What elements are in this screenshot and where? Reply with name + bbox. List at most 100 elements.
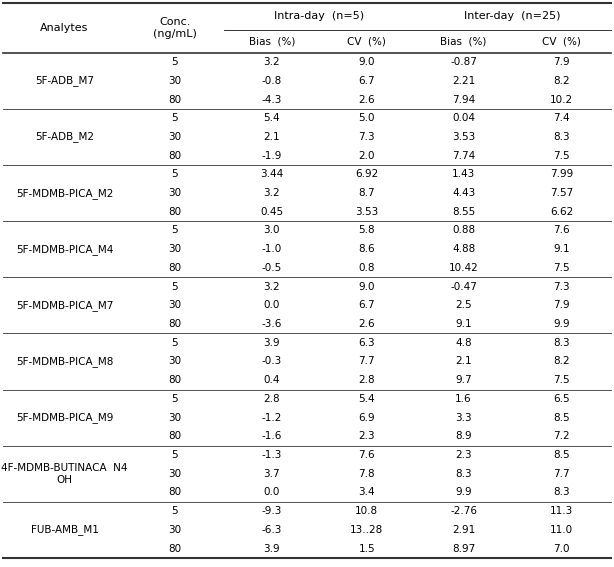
Text: 10.42: 10.42 <box>449 263 478 273</box>
Text: CV  (%): CV (%) <box>542 36 581 46</box>
Text: -0.3: -0.3 <box>262 357 282 366</box>
Text: 80: 80 <box>168 151 182 160</box>
Text: 1.6: 1.6 <box>455 394 472 404</box>
Text: -0.8: -0.8 <box>262 76 282 86</box>
Text: 11.3: 11.3 <box>550 506 573 516</box>
Text: 5: 5 <box>172 506 178 516</box>
Text: 5: 5 <box>172 226 178 235</box>
Text: 3.7: 3.7 <box>263 469 280 479</box>
Text: 30: 30 <box>168 188 182 198</box>
Text: 7.57: 7.57 <box>550 188 573 198</box>
Text: Bias  (%): Bias (%) <box>249 36 295 46</box>
Text: 2.91: 2.91 <box>452 525 475 535</box>
Text: 11.0: 11.0 <box>550 525 573 535</box>
Text: 8.2: 8.2 <box>553 76 570 86</box>
Text: 2.8: 2.8 <box>359 375 375 385</box>
Text: 7.7: 7.7 <box>359 357 375 366</box>
Text: -1.3: -1.3 <box>262 450 282 460</box>
Text: 2.3: 2.3 <box>359 431 375 441</box>
Text: 3.2: 3.2 <box>263 57 280 67</box>
Text: 30: 30 <box>168 357 182 366</box>
Text: 7.6: 7.6 <box>359 450 375 460</box>
Text: -3.6: -3.6 <box>262 319 282 329</box>
Text: 30: 30 <box>168 413 182 422</box>
Text: 0.45: 0.45 <box>260 207 283 217</box>
Text: 8.3: 8.3 <box>553 488 570 497</box>
Text: 7.9: 7.9 <box>553 57 570 67</box>
Text: 8.97: 8.97 <box>452 544 475 553</box>
Text: 9.1: 9.1 <box>455 319 472 329</box>
Text: 7.0: 7.0 <box>554 544 570 553</box>
Text: 8.5: 8.5 <box>553 413 570 422</box>
Text: 13..28: 13..28 <box>350 525 384 535</box>
Text: 8.9: 8.9 <box>455 431 472 441</box>
Text: 2.1: 2.1 <box>455 357 472 366</box>
Text: 0.88: 0.88 <box>452 226 475 235</box>
Text: 7.9: 7.9 <box>553 301 570 310</box>
Text: 3.53: 3.53 <box>452 132 475 142</box>
Text: 7.5: 7.5 <box>553 151 570 160</box>
Text: 5: 5 <box>172 170 178 179</box>
Text: 30: 30 <box>168 469 182 479</box>
Text: 2.1: 2.1 <box>263 132 280 142</box>
Text: -1.0: -1.0 <box>262 244 282 254</box>
Text: 5.0: 5.0 <box>359 113 375 123</box>
Text: 0.0: 0.0 <box>263 488 280 497</box>
Text: 3.9: 3.9 <box>263 544 280 553</box>
Text: 0.04: 0.04 <box>452 113 475 123</box>
Text: 80: 80 <box>168 375 182 385</box>
Text: 3.9: 3.9 <box>263 338 280 348</box>
Text: 3.0: 3.0 <box>263 226 280 235</box>
Text: 2.8: 2.8 <box>263 394 280 404</box>
Text: 8.55: 8.55 <box>452 207 475 217</box>
Text: 4.43: 4.43 <box>452 188 475 198</box>
Text: 7.3: 7.3 <box>553 282 570 291</box>
Text: 6.62: 6.62 <box>550 207 573 217</box>
Text: 2.3: 2.3 <box>455 450 472 460</box>
Text: 9.9: 9.9 <box>455 488 472 497</box>
Text: 4.8: 4.8 <box>455 338 472 348</box>
Text: 5.4: 5.4 <box>263 113 280 123</box>
Text: 7.8: 7.8 <box>359 469 375 479</box>
Text: FUB-AMB_M1: FUB-AMB_M1 <box>31 524 98 535</box>
Text: 5: 5 <box>172 113 178 123</box>
Text: 2.6: 2.6 <box>359 319 375 329</box>
Text: 7.94: 7.94 <box>452 95 475 104</box>
Text: 1.43: 1.43 <box>452 170 475 179</box>
Text: 30: 30 <box>168 76 182 86</box>
Text: 5: 5 <box>172 450 178 460</box>
Text: 80: 80 <box>168 488 182 497</box>
Text: -1.6: -1.6 <box>262 431 282 441</box>
Text: 30: 30 <box>168 132 182 142</box>
Text: 3.2: 3.2 <box>263 282 280 291</box>
Text: 30: 30 <box>168 525 182 535</box>
Text: 5F-ADB_M7: 5F-ADB_M7 <box>35 75 94 86</box>
Text: 9.7: 9.7 <box>455 375 472 385</box>
Text: 9.0: 9.0 <box>359 57 375 67</box>
Text: 30: 30 <box>168 301 182 310</box>
Text: 10.2: 10.2 <box>550 95 573 104</box>
Text: 4F-MDMB-BUTINACA  N4
OH: 4F-MDMB-BUTINACA N4 OH <box>1 463 128 485</box>
Text: 5F-MDMB-PICA_M2: 5F-MDMB-PICA_M2 <box>16 188 113 198</box>
Text: 3.53: 3.53 <box>356 207 378 217</box>
Text: 8.5: 8.5 <box>553 450 570 460</box>
Text: 5F-MDMB-PICA_M9: 5F-MDMB-PICA_M9 <box>16 412 113 423</box>
Text: 7.99: 7.99 <box>550 170 573 179</box>
Text: 3.4: 3.4 <box>359 488 375 497</box>
Text: 80: 80 <box>168 263 182 273</box>
Text: -1.9: -1.9 <box>262 151 282 160</box>
Text: 5F-ADB_M2: 5F-ADB_M2 <box>35 132 94 142</box>
Text: 5: 5 <box>172 338 178 348</box>
Text: Bias  (%): Bias (%) <box>440 36 487 46</box>
Text: 7.5: 7.5 <box>553 263 570 273</box>
Text: -0.47: -0.47 <box>450 282 477 291</box>
Text: 5F-MDMB-PICA_M7: 5F-MDMB-PICA_M7 <box>16 300 113 311</box>
Text: 5: 5 <box>172 394 178 404</box>
Text: 7.7: 7.7 <box>553 469 570 479</box>
Text: -0.5: -0.5 <box>262 263 282 273</box>
Text: 0.4: 0.4 <box>263 375 280 385</box>
Text: 2.0: 2.0 <box>359 151 375 160</box>
Text: 6.9: 6.9 <box>359 413 375 422</box>
Text: CV  (%): CV (%) <box>348 36 386 46</box>
Text: 80: 80 <box>168 319 182 329</box>
